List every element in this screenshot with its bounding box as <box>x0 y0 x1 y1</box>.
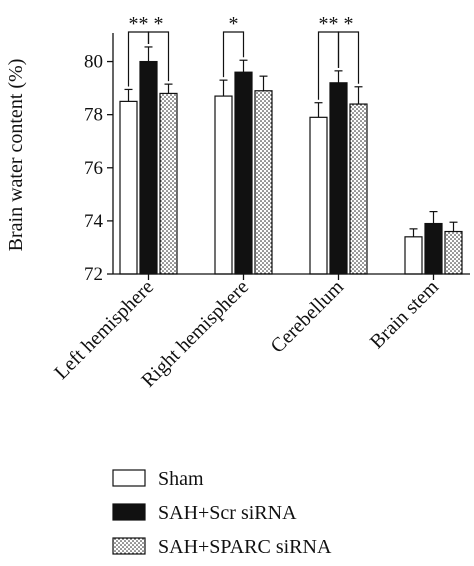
significance-bracket <box>337 31 360 84</box>
x-tick-label: Cerebellum <box>266 276 348 358</box>
legend: Sham SAH+Scr siRNA SAH+SPARC siRNA <box>112 468 332 558</box>
bar <box>309 116 328 275</box>
error-bars <box>124 46 458 237</box>
x-tick-label: Brain stem <box>366 276 444 354</box>
bar <box>329 82 348 275</box>
y-tick-label: 78 <box>84 105 103 126</box>
significance-bracket <box>222 31 245 78</box>
y-tick-label: 72 <box>84 264 103 285</box>
significance-label: ** <box>129 13 149 35</box>
y-tick-label: 76 <box>84 158 103 179</box>
x-tick-label: Left hemisphere <box>50 276 158 384</box>
bar <box>404 236 423 275</box>
legend-swatch <box>112 537 146 555</box>
significance-brackets: ** * * ** * <box>127 13 360 100</box>
y-axis: 72 74 76 78 80 <box>84 33 114 285</box>
significance-label: * <box>229 13 239 35</box>
bar <box>159 92 178 275</box>
legend-label: Sham <box>158 468 204 490</box>
legend-label: SAH+Scr siRNA <box>158 502 297 524</box>
bar <box>119 100 138 275</box>
bar <box>349 103 368 275</box>
y-tick-label: 80 <box>84 52 103 73</box>
significance-label: ** <box>319 13 339 35</box>
legend-swatch <box>112 503 146 521</box>
bars <box>119 60 463 275</box>
significance-label: * <box>344 13 354 35</box>
bar <box>139 60 158 275</box>
significance-bracket <box>147 31 170 82</box>
significance-label: * <box>154 13 164 35</box>
bar <box>254 90 273 275</box>
bar <box>444 230 463 275</box>
legend-label: SAH+SPARC siRNA <box>158 536 332 558</box>
bar <box>424 222 443 275</box>
y-axis-label: Brain water content (%) <box>5 59 27 252</box>
legend-swatch <box>112 469 146 487</box>
bar <box>234 71 253 275</box>
bar <box>214 95 233 275</box>
y-tick-label: 74 <box>84 211 104 232</box>
